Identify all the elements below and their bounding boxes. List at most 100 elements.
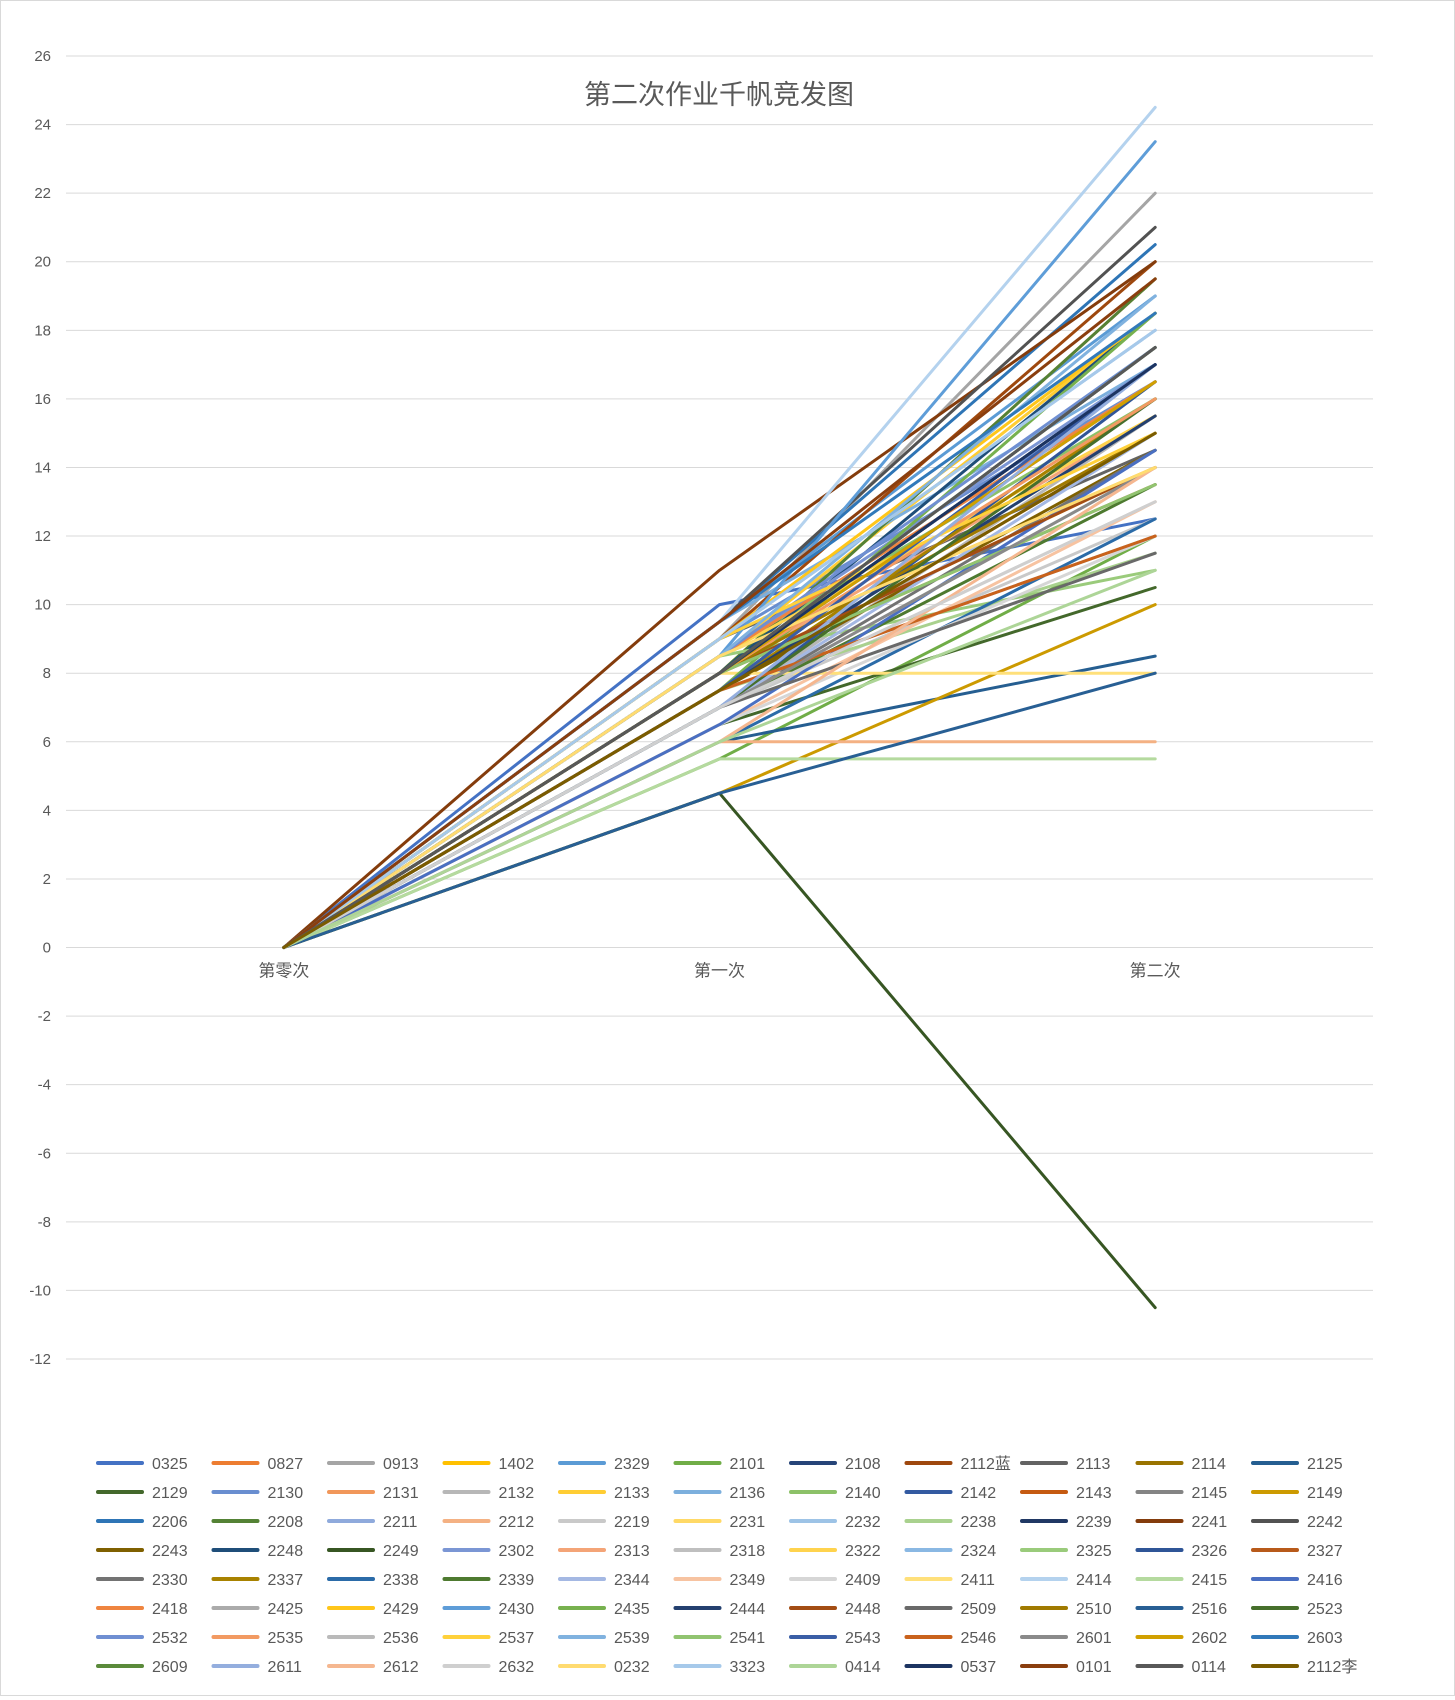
y-tick-label: 2 [43, 871, 51, 888]
legend-entry: 2349 [673, 1572, 765, 1589]
legend-label: 2242 [1307, 1514, 1343, 1531]
legend-entry: 2337 [211, 1572, 303, 1589]
legend-label: 2219 [614, 1514, 650, 1531]
legend-entry: 2114 [1135, 1456, 1226, 1473]
legend-entry: 2414 [1020, 1572, 1112, 1589]
legend-label: 2414 [1076, 1572, 1112, 1589]
legend-label: 2142 [961, 1485, 997, 1502]
legend-label: 2113 [1076, 1456, 1111, 1473]
legend-label: 1402 [499, 1456, 535, 1473]
legend-label: 0827 [268, 1456, 304, 1473]
legend-label: 2409 [845, 1572, 881, 1589]
legend-entry: 2133 [558, 1485, 650, 1502]
legend-entry: 3323 [673, 1659, 765, 1676]
legend-entry: 2430 [442, 1601, 534, 1618]
legend-entry: 2425 [211, 1601, 304, 1618]
legend-entry: 2132 [442, 1485, 534, 1502]
legend-label: 2112李 [1307, 1658, 1357, 1676]
legend-label: 2516 [1192, 1601, 1228, 1618]
legend-entry: 0414 [789, 1659, 881, 1676]
legend-entry: 2313 [558, 1543, 650, 1560]
series-line-0101 [282, 277, 1157, 949]
legend-label: 0913 [383, 1456, 419, 1473]
series-line-2327 [282, 483, 1157, 949]
legend-label: 2325 [1076, 1543, 1112, 1560]
legend-entry: 2140 [789, 1485, 881, 1502]
legend-entry: 2318 [673, 1543, 765, 1560]
legend-label: 2546 [961, 1630, 997, 1647]
series-line-0232 [282, 466, 1157, 949]
y-tick-label: 6 [43, 734, 51, 751]
legend-label: 2510 [1076, 1601, 1112, 1618]
legend-label: 2532 [152, 1630, 188, 1647]
y-tick-label: 10 [34, 597, 51, 614]
legend-entry: 2602 [1135, 1630, 1227, 1647]
legend-label: 2243 [152, 1543, 188, 1560]
legend-label: 0101 [1076, 1659, 1112, 1676]
legend-entry: 2208 [211, 1514, 303, 1531]
legend-entry: 0913 [327, 1456, 419, 1473]
legend-label: 2143 [1076, 1485, 1112, 1502]
legend-label: 2241 [1192, 1514, 1228, 1531]
legend-entry: 2326 [1135, 1543, 1228, 1560]
legend-label: 2609 [152, 1659, 188, 1676]
legend-entry: 2611 [211, 1659, 302, 1676]
legend-label: 2145 [1192, 1485, 1228, 1502]
series-line-2415 [282, 757, 1157, 949]
series-line-2238 [282, 551, 1157, 949]
legend-label: 2140 [845, 1485, 881, 1502]
legend-label: 2231 [730, 1514, 766, 1531]
legend-entry: 1402 [442, 1456, 535, 1473]
legend-label: 0232 [614, 1659, 650, 1676]
legend-label: 2302 [499, 1543, 535, 1560]
legend-label: 2612 [383, 1659, 419, 1676]
legend-entry: 2523 [1251, 1601, 1343, 1618]
legend-entry: 2632 [442, 1659, 534, 1676]
legend-label: 2133 [614, 1485, 650, 1502]
legend-label: 2112蓝 [961, 1455, 1011, 1473]
y-tick-label: -2 [38, 1008, 51, 1025]
y-tick-label: 26 [34, 48, 51, 65]
legend-entry: 2444 [673, 1601, 765, 1618]
legend-entry: 2509 [904, 1601, 996, 1618]
series-line-2509 [282, 551, 1157, 949]
legend-label: 2108 [845, 1456, 881, 1473]
legend-label: 0537 [961, 1659, 997, 1676]
legend-label: 2536 [383, 1630, 419, 1647]
legend-entry: 2101 [673, 1456, 765, 1473]
legend-label: 2416 [1307, 1572, 1343, 1589]
y-tick-label: 20 [34, 254, 51, 271]
series-line-2516 [282, 671, 1157, 949]
legend-label: 2326 [1192, 1543, 1228, 1560]
legend-label: 2425 [268, 1601, 304, 1618]
series-line-2241 [282, 260, 1157, 949]
legend-label: 2211 [383, 1514, 418, 1531]
legend-label: 2329 [614, 1456, 650, 1473]
y-tick-label: 12 [34, 528, 51, 545]
legend-entry: 2338 [327, 1572, 419, 1589]
legend-label: 2537 [499, 1630, 535, 1647]
legend-label: 2411 [961, 1572, 996, 1589]
legend-label: 2338 [383, 1572, 419, 1589]
legend-entry: 2535 [211, 1630, 303, 1647]
legend-label: 2125 [1307, 1456, 1343, 1473]
series-line-2112李 [282, 431, 1157, 949]
legend-label: 2601 [1076, 1630, 1112, 1647]
legend-entry: 2108 [789, 1456, 881, 1473]
legend-entry: 2324 [904, 1543, 997, 1560]
legend-label: 2313 [614, 1543, 650, 1560]
y-tick-label: 0 [43, 940, 51, 957]
series-line-2603 [282, 311, 1157, 949]
legend-label: 2131 [383, 1485, 419, 1502]
legend-label: 2136 [730, 1485, 766, 1502]
series-line-2435 [282, 311, 1157, 949]
legend-label: 2238 [961, 1514, 997, 1531]
y-tick-label: 4 [43, 802, 51, 819]
legend-label: 2324 [961, 1543, 997, 1560]
legend-entry: 0232 [558, 1659, 650, 1676]
legend-entry: 2612 [327, 1659, 419, 1676]
legend-entry: 2231 [673, 1514, 766, 1531]
legend-entry: 2411 [904, 1572, 996, 1589]
series-line-2133 [282, 311, 1157, 949]
